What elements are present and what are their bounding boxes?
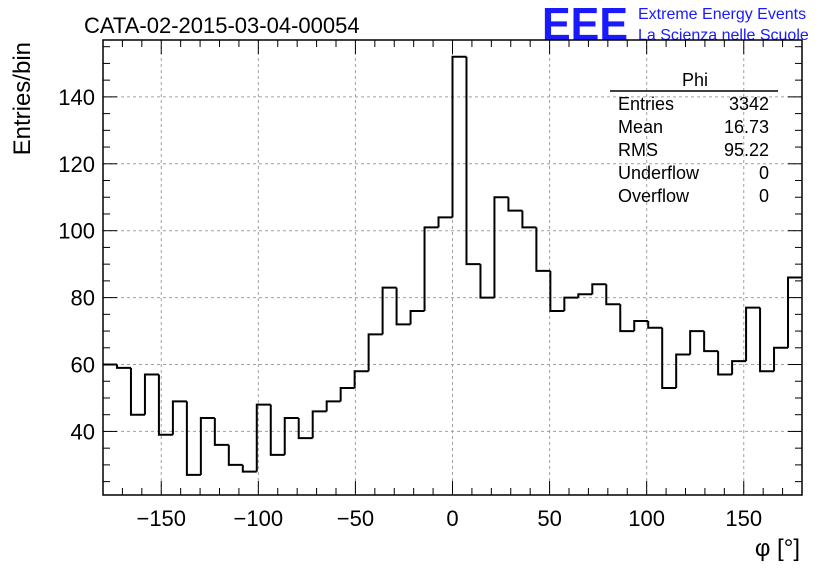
- y-tick-label: 120: [58, 152, 95, 177]
- y-ticks: 40 60 80 100 120 140: [58, 46, 802, 483]
- histogram-bin: [227, 444, 243, 466]
- histogram-bin: [633, 320, 649, 332]
- histogram-bin: [255, 403, 271, 472]
- stats-value-overflow: 0: [759, 186, 769, 206]
- grid: [103, 40, 802, 495]
- stats-title: Phi: [682, 70, 708, 90]
- y-axis-title: Entries/bin: [9, 42, 36, 155]
- histogram-bin: [773, 346, 789, 372]
- histogram-bin: [619, 304, 635, 333]
- histogram-bin: [731, 360, 747, 375]
- histogram: [103, 55, 802, 476]
- histogram-bin: [717, 351, 733, 376]
- histogram-bin: [283, 417, 299, 455]
- histogram-bin: [577, 293, 593, 298]
- stats-value-entries: 3342: [729, 94, 769, 114]
- histogram-bin: [339, 386, 355, 402]
- histogram-bin: [451, 55, 467, 218]
- histogram-bin: [423, 226, 439, 311]
- histogram-bin: [241, 464, 257, 473]
- histogram-bin: [703, 331, 719, 353]
- histogram-bin: [535, 227, 551, 272]
- histogram-bin: [759, 307, 775, 373]
- histogram-bin: [381, 286, 397, 335]
- histogram-bin: [549, 270, 565, 312]
- stats-label-underflow: Underflow: [618, 163, 700, 183]
- y-tick-label: 60: [71, 353, 95, 378]
- logo: EEE Extreme Energy Events La Scienza nel…: [542, 0, 809, 50]
- histogram-bin: [395, 287, 411, 326]
- histogram-bin: [115, 364, 131, 369]
- histogram-bin: [745, 306, 761, 362]
- stats-label-mean: Mean: [618, 117, 663, 137]
- histogram-bin: [479, 264, 495, 299]
- stats-value-mean: 16.73: [724, 117, 769, 137]
- histogram-bin: [409, 309, 425, 325]
- x-tick-label: 150: [725, 506, 762, 531]
- chart-title: CATA-02-2015-03-04-00054: [84, 13, 360, 38]
- histogram-bin: [157, 374, 173, 436]
- histogram-bin: [493, 196, 509, 298]
- histogram-bin: [563, 296, 579, 311]
- x-tick-label: 0: [446, 506, 458, 531]
- x-tick-label: 100: [628, 506, 665, 531]
- histogram-bin: [647, 321, 663, 329]
- histogram-bin: [213, 418, 229, 446]
- y-tick-label: 140: [58, 85, 95, 110]
- logo-line-1: Extreme Energy Events: [638, 6, 806, 23]
- logo-mark: EEE: [542, 0, 628, 50]
- histogram-bin: [437, 216, 453, 228]
- histogram-bin: [787, 276, 802, 348]
- x-axis-title: φ [°]: [755, 535, 800, 562]
- stats-value-rms: 95.22: [724, 140, 769, 160]
- histogram-bin: [171, 400, 187, 435]
- histogram-bin: [185, 401, 201, 476]
- histogram-bin: [689, 330, 705, 355]
- y-tick-label: 100: [58, 219, 95, 244]
- x-tick-label: −150: [136, 506, 186, 531]
- histogram-bin: [199, 417, 215, 475]
- histogram-bin: [325, 400, 341, 412]
- x-tick-label: 50: [537, 506, 561, 531]
- x-ticks: −150 −100 −50 0 50 100 150: [121, 40, 784, 531]
- histogram-bin: [465, 56, 481, 266]
- x-tick-label: −50: [337, 506, 374, 531]
- histogram-bin: [311, 410, 327, 439]
- stats-label-entries: Entries: [618, 94, 674, 114]
- histogram-bin: [661, 327, 677, 389]
- histogram-bin: [605, 284, 621, 306]
- histogram-bin: [507, 197, 523, 212]
- histogram-bin: [269, 404, 285, 456]
- histogram-bin: [129, 367, 145, 416]
- histogram-bin: [297, 418, 313, 440]
- logo-line-2: La Scienza nelle Scuole: [638, 27, 809, 44]
- stats-box: Phi Entries 3342 Mean 16.73 RMS 95.22 Un…: [610, 70, 778, 206]
- stats-value-underflow: 0: [759, 163, 769, 183]
- stats-label-rms: RMS: [618, 140, 658, 160]
- stats-label-overflow: Overflow: [618, 186, 690, 206]
- histogram-bin: [591, 283, 607, 295]
- histogram-bin: [367, 333, 383, 372]
- histogram-bin: [521, 210, 537, 229]
- x-tick-label: −100: [234, 506, 284, 531]
- histogram-bin: [353, 370, 369, 388]
- histogram-bin: [143, 373, 159, 415]
- y-tick-label: 40: [71, 419, 95, 444]
- y-tick-label: 80: [71, 286, 95, 311]
- histogram-bin: [675, 353, 691, 388]
